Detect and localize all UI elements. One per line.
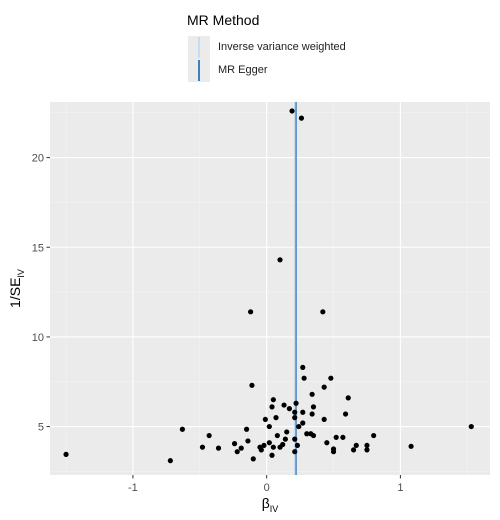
data-point <box>342 411 349 417</box>
data-point <box>270 397 276 403</box>
data-point <box>293 400 299 406</box>
data-point <box>345 395 351 401</box>
x-tick-label: 1 <box>397 482 403 494</box>
data-point <box>266 440 272 446</box>
data-point <box>286 406 292 412</box>
data-point <box>353 442 359 449</box>
data-point <box>245 438 251 444</box>
plot-panel <box>50 102 490 475</box>
legend-line-egger <box>198 60 200 81</box>
legend-line-ivw <box>198 37 200 58</box>
legend-label-egger: MR Egger <box>218 64 268 76</box>
y-axis-title: 1/SEIV <box>7 269 26 308</box>
y-tick-label: 20 <box>32 153 44 165</box>
x-tick-label: -1 <box>128 482 138 494</box>
data-point <box>292 409 298 415</box>
data-point <box>292 436 298 442</box>
data-point <box>340 434 346 440</box>
data-point <box>167 458 173 464</box>
y-tick-label: 15 <box>32 242 44 254</box>
legend-label-ivw: Inverse variance weighted <box>218 41 346 53</box>
data-point <box>258 447 264 453</box>
data-point <box>277 444 283 450</box>
data-point <box>292 449 298 455</box>
data-point <box>277 257 283 263</box>
data-point <box>301 375 307 381</box>
data-point <box>296 423 302 430</box>
data-point <box>321 416 327 423</box>
data-point <box>215 445 222 451</box>
data-point <box>266 423 272 430</box>
data-point <box>231 441 238 447</box>
data-point <box>300 420 306 426</box>
x-tick-label: 0 <box>264 482 270 494</box>
data-point <box>408 443 414 449</box>
data-point <box>309 391 315 397</box>
data-point <box>269 452 275 458</box>
data-point <box>300 364 306 371</box>
data-point <box>63 451 69 457</box>
legend: MR Method Inverse variance weighted MR E… <box>187 12 387 84</box>
data-point <box>270 444 276 450</box>
legend-title: MR Method <box>187 12 260 28</box>
data-point <box>298 115 305 121</box>
y-tick-label: 5 <box>38 422 44 434</box>
data-point <box>248 309 254 315</box>
legend-key-egger <box>188 59 210 82</box>
x-axis-title: βIV <box>262 495 279 514</box>
data-point <box>234 449 240 455</box>
legend-key-ivw <box>188 36 210 59</box>
data-point <box>328 375 334 381</box>
data-point <box>282 436 288 442</box>
data-point <box>238 445 244 451</box>
data-point <box>281 402 287 408</box>
data-point <box>179 426 186 432</box>
data-point <box>249 382 255 388</box>
data-point <box>206 432 212 439</box>
data-point <box>330 449 337 455</box>
data-point <box>292 415 298 421</box>
data-point <box>294 442 301 449</box>
data-point <box>289 108 295 114</box>
data-point <box>321 384 327 390</box>
data-point <box>350 447 357 453</box>
data-point <box>199 444 206 450</box>
data-point <box>250 456 256 462</box>
data-point <box>284 429 290 435</box>
data-point <box>300 409 306 415</box>
data-point <box>333 434 339 440</box>
y-tick-label: 10 <box>32 332 44 344</box>
data-point <box>309 411 315 417</box>
data-point <box>269 404 275 410</box>
data-point <box>320 309 326 315</box>
data-point <box>243 426 250 432</box>
data-point <box>310 404 317 410</box>
data-point <box>274 432 280 439</box>
data-point <box>261 442 267 449</box>
data-point <box>310 432 317 439</box>
data-point <box>304 431 310 437</box>
data-point <box>273 415 279 421</box>
data-point <box>324 440 330 446</box>
data-point <box>371 432 377 439</box>
data-point <box>364 447 370 453</box>
data-point <box>262 416 268 423</box>
data-point <box>364 442 370 449</box>
data-point <box>468 423 474 430</box>
